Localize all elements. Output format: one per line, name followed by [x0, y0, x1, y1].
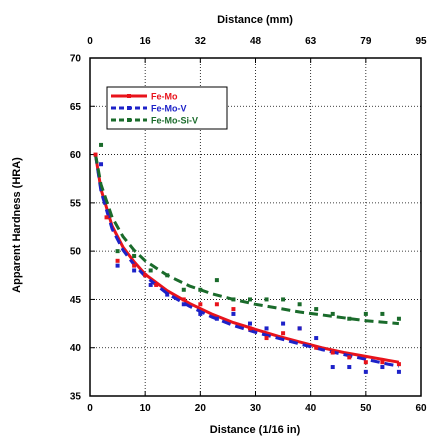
x-tick-label: 0 [87, 403, 93, 414]
data-point-fe-mo [198, 302, 203, 307]
data-point-fe-mo-v [297, 326, 302, 331]
data-point-fe-mo-v [247, 321, 252, 326]
fit-line-fe-mo-v [94, 154, 400, 368]
x2-tick-label: 0 [87, 36, 93, 47]
x-axis-label: Distance (1/16 in) [210, 424, 301, 436]
x2-tick-label: 63 [305, 36, 317, 47]
x-tick-label: 30 [250, 403, 262, 414]
data-point-fe-mo-v [198, 311, 203, 316]
data-point-fe-mo-v [347, 365, 352, 370]
data-point-fe-mo-si-v [198, 287, 203, 292]
y-tick-label: 55 [70, 198, 82, 209]
y-tick-label: 50 [70, 247, 82, 258]
grid [90, 58, 421, 396]
data-point-fe-mo [154, 282, 159, 287]
top-axis-label: Distance (mm) [217, 14, 293, 26]
data-point-fe-mo [93, 152, 98, 157]
tick-labels: 0 10 20 30 40 50 60 0 16 32 48 63 79 95 35 40 45 50 55 60 65… [70, 36, 427, 414]
data-point-fe-mo-si-v [148, 268, 153, 273]
x2-tick-label: 79 [360, 36, 372, 47]
data-point-fe-mo [214, 302, 219, 307]
data-point-fe-mo [363, 360, 368, 365]
data-point-fe-mo-si-v [181, 287, 186, 292]
data-point-fe-mo-si-v [214, 278, 219, 283]
data-point-fe-mo-v [231, 311, 236, 316]
axes [89, 57, 422, 397]
y-axis-label: Apparent Hardness (HRA) [11, 157, 23, 293]
data-point-fe-mo [247, 326, 252, 331]
data-point-fe-mo-v [363, 369, 368, 374]
data-point-fe-mo-v [214, 316, 219, 321]
data-point-fe-mo-v [330, 365, 335, 370]
data-point-fe-mo [281, 331, 286, 336]
legend-label-fe-mo-si-v: Fe-Mo-Si-V [151, 116, 198, 126]
data-point-fe-mo-si-v [347, 316, 352, 321]
data-point-fe-mo-v [132, 268, 137, 273]
data-point-fe-mo-v [396, 369, 401, 374]
data-point-fe-mo [181, 297, 186, 302]
x-tick-label: 40 [305, 403, 317, 414]
x-tick-label: 50 [360, 403, 372, 414]
data-point-fe-mo-v [181, 302, 186, 307]
legend-marker-fe-mo-v [127, 106, 131, 110]
data-point-fe-mo-si-v [396, 316, 401, 321]
data-point-fe-mo-si-v [281, 297, 286, 302]
data-point-fe-mo-si-v [264, 297, 269, 302]
y-tick-label: 65 [70, 102, 82, 113]
data-point-fe-mo-v [99, 162, 104, 167]
data-point-fe-mo-si-v [314, 307, 319, 312]
data-point-fe-mo-si-v [330, 311, 335, 316]
data-point-fe-mo [231, 307, 236, 312]
y-tick-label: 70 [70, 54, 82, 65]
legend-marker-fe-mo [127, 94, 131, 98]
data-point-fe-mo [143, 273, 148, 278]
y-tick-label: 40 [70, 343, 82, 354]
x2-tick-label: 32 [195, 36, 207, 47]
fit-lines [94, 154, 400, 368]
data-points [93, 142, 401, 374]
data-point-fe-mo [104, 215, 109, 220]
data-point-fe-mo [380, 360, 385, 365]
data-point-fe-mo-si-v [115, 249, 120, 254]
data-point-fe-mo-si-v [231, 297, 236, 302]
data-point-fe-mo-v [314, 336, 319, 341]
fit-line-fe-mo [94, 154, 400, 364]
data-point-fe-mo-si-v [99, 142, 104, 147]
y-tick-label: 45 [70, 295, 82, 306]
data-point-fe-mo-si-v [380, 311, 385, 316]
legend: Fe-Mo Fe-Mo-V Fe-Mo-Si-V [106, 86, 228, 130]
fit-line-fe-mo-si-v [94, 154, 400, 326]
data-point-fe-mo [314, 345, 319, 350]
data-point-fe-mo-v [165, 292, 170, 297]
data-point-fe-mo-si-v [247, 297, 252, 302]
data-point-fe-mo-v [281, 321, 286, 326]
x2-tick-label: 16 [140, 36, 152, 47]
x-tick-label: 60 [415, 403, 427, 414]
data-point-fe-mo [347, 355, 352, 360]
data-point-fe-mo-si-v [165, 273, 170, 278]
x2-tick-label: 48 [250, 36, 262, 47]
data-point-fe-mo [115, 258, 120, 263]
data-point-fe-mo [330, 350, 335, 355]
data-point-fe-mo-si-v [132, 253, 137, 258]
legend-label-fe-mo: Fe-Mo [151, 92, 178, 102]
data-point-fe-mo-v [264, 326, 269, 331]
legend-marker-fe-mo-si-v [127, 118, 131, 122]
legend-label-fe-mo-v: Fe-Mo-V [151, 104, 187, 114]
x2-tick-label: 95 [415, 36, 427, 47]
data-point-fe-mo [396, 362, 401, 367]
data-point-fe-mo [264, 336, 269, 341]
data-point-fe-mo-v [380, 365, 385, 370]
y-tick-label: 35 [70, 392, 82, 403]
data-point-fe-mo-v [148, 282, 153, 287]
y-tick-label: 60 [70, 150, 82, 161]
data-point-fe-mo-si-v [297, 302, 302, 307]
data-point-fe-mo-v [115, 263, 120, 268]
x-tick-label: 10 [140, 403, 152, 414]
x-tick-label: 20 [195, 403, 207, 414]
data-point-fe-mo [132, 263, 137, 268]
data-point-fe-mo-si-v [363, 311, 368, 316]
